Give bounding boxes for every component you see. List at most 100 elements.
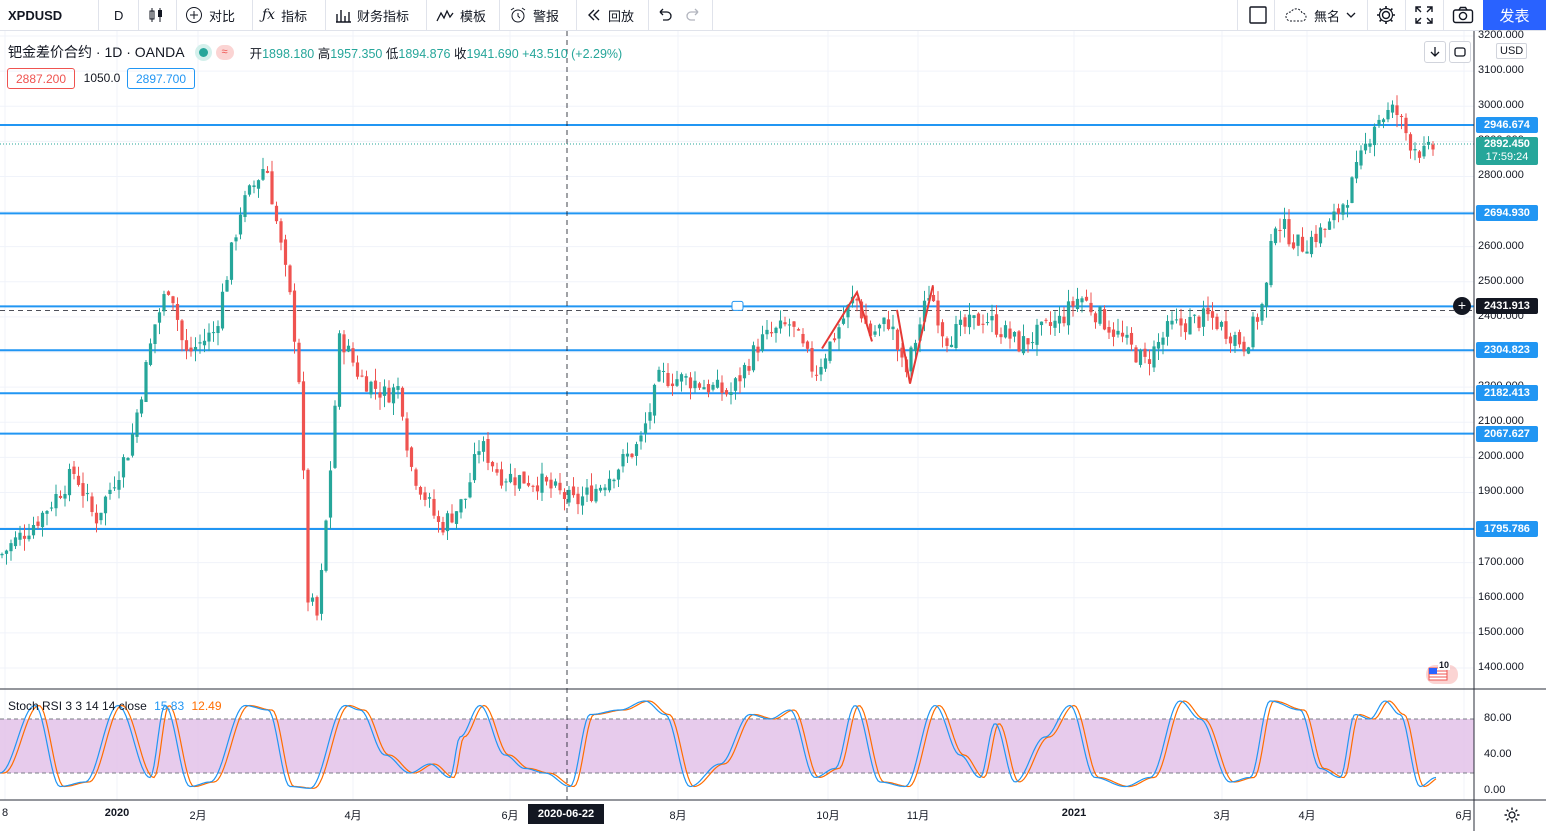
candle-body bbox=[1003, 325, 1008, 338]
alert-button[interactable]: 警报 bbox=[509, 0, 559, 30]
candle-body bbox=[522, 471, 526, 484]
candle-body bbox=[54, 493, 58, 509]
fullscreen-icon[interactable] bbox=[1414, 0, 1434, 30]
symbol-search-button[interactable]: XPDUSD bbox=[8, 7, 63, 23]
price-tick: 2600.000 bbox=[1478, 239, 1524, 252]
candle-body bbox=[319, 569, 324, 614]
candle-body bbox=[1093, 313, 1098, 323]
candle-body bbox=[346, 345, 351, 352]
candle-body bbox=[567, 489, 571, 503]
economic-events-flag-icon[interactable]: 10 bbox=[1424, 660, 1460, 686]
interval-button[interactable]: D bbox=[114, 7, 124, 23]
add-alert-plus-icon[interactable]: + bbox=[1453, 297, 1471, 315]
scroll-down-icon[interactable] bbox=[1424, 41, 1446, 63]
publish-button[interactable]: 发表 bbox=[1483, 0, 1546, 30]
candle-body bbox=[576, 493, 580, 505]
candle-body bbox=[625, 453, 630, 457]
candle-body bbox=[121, 457, 126, 478]
axis-settings-gear-icon[interactable] bbox=[1503, 806, 1521, 829]
candle-body bbox=[274, 205, 279, 222]
refresh-icon[interactable] bbox=[1449, 41, 1471, 63]
candle-body bbox=[562, 492, 567, 500]
candle-body bbox=[702, 387, 706, 390]
candle-body bbox=[1012, 332, 1017, 337]
redo-icon[interactable] bbox=[684, 0, 702, 30]
quotes-icon[interactable]: ≈ bbox=[215, 44, 234, 60]
layout-name-button[interactable]: 無名 bbox=[1284, 0, 1356, 30]
stoch-band bbox=[0, 718, 1474, 774]
candle-body bbox=[220, 291, 225, 329]
candle-body bbox=[99, 512, 103, 521]
candle-body bbox=[940, 322, 945, 337]
candle-body bbox=[1408, 134, 1413, 151]
candle-body bbox=[931, 294, 936, 302]
candle-body bbox=[1107, 326, 1111, 333]
candle-body bbox=[261, 168, 265, 180]
candle-body bbox=[1395, 105, 1399, 116]
candle-body bbox=[126, 457, 130, 461]
templates-button[interactable]: 模板 bbox=[436, 0, 486, 30]
candle-body bbox=[585, 487, 589, 495]
candle-body bbox=[760, 334, 765, 351]
candle-body bbox=[310, 597, 315, 602]
candle-body bbox=[1174, 319, 1179, 321]
layout-square-icon[interactable] bbox=[1248, 0, 1268, 30]
camera-snapshot-icon[interactable] bbox=[1452, 0, 1474, 30]
candle-body bbox=[243, 195, 247, 217]
candle-body bbox=[1129, 332, 1134, 345]
candle-body bbox=[139, 399, 144, 414]
candle-body bbox=[612, 479, 616, 482]
compare-button[interactable]: 对比 bbox=[185, 0, 235, 30]
candle-body bbox=[513, 477, 517, 486]
candle-body bbox=[288, 265, 292, 293]
undo-icon[interactable] bbox=[656, 0, 674, 30]
candle-body bbox=[76, 475, 81, 485]
currency-label: USD bbox=[1496, 43, 1528, 59]
candle-body bbox=[675, 379, 679, 386]
candle-body bbox=[1116, 330, 1120, 335]
candle-body bbox=[90, 496, 94, 513]
candle-body bbox=[1413, 149, 1417, 151]
candle-body bbox=[270, 171, 274, 205]
sell-button[interactable]: 2887.200 bbox=[7, 68, 75, 89]
price-tick: 1700.000 bbox=[1478, 555, 1524, 568]
candle-body bbox=[909, 347, 913, 372]
candle-body bbox=[1296, 234, 1300, 246]
candle-body bbox=[661, 370, 666, 372]
horizontal-lines[interactable] bbox=[0, 31, 1474, 800]
candle-body bbox=[634, 444, 639, 456]
replay-button[interactable]: 回放 bbox=[586, 0, 634, 30]
candle-body bbox=[1120, 332, 1125, 337]
candle-body bbox=[1062, 316, 1066, 324]
candle-body bbox=[688, 377, 693, 389]
zigzag-drawings[interactable] bbox=[821, 285, 934, 384]
candle-body bbox=[216, 326, 220, 334]
candle-body bbox=[1318, 227, 1323, 244]
candle-body bbox=[1071, 301, 1075, 307]
candle-body bbox=[1008, 328, 1012, 339]
hline-price-tag: 2304.823 bbox=[1476, 342, 1538, 359]
buy-button[interactable]: 2897.700 bbox=[127, 68, 195, 89]
candle-body bbox=[805, 341, 810, 349]
candle-body bbox=[67, 468, 72, 496]
candle-body bbox=[666, 372, 670, 387]
candle-body bbox=[963, 317, 967, 327]
indicators-button[interactable]: ƒx 指标 bbox=[262, 0, 307, 30]
candle-body bbox=[1057, 315, 1062, 324]
time-tick: 2021 bbox=[1061, 807, 1087, 819]
chart-type-candles-icon[interactable] bbox=[147, 0, 165, 30]
candle-body bbox=[697, 383, 702, 388]
candle-body bbox=[643, 423, 648, 434]
price-tick: 3000.000 bbox=[1478, 99, 1524, 112]
candle-body bbox=[49, 507, 54, 509]
financials-button[interactable]: 财务指标 bbox=[335, 0, 409, 30]
candle-body bbox=[1377, 119, 1381, 126]
candle-body bbox=[810, 347, 814, 372]
candle-body bbox=[1305, 251, 1309, 254]
candle-body bbox=[954, 324, 958, 349]
top-toolbar: XPDUSD D 对比 ƒx 指标 财务指标 模板 警报 回放 bbox=[0, 0, 1546, 31]
candle-body bbox=[657, 369, 661, 382]
candle-body bbox=[526, 482, 531, 486]
settings-gear-icon[interactable] bbox=[1375, 0, 1397, 30]
